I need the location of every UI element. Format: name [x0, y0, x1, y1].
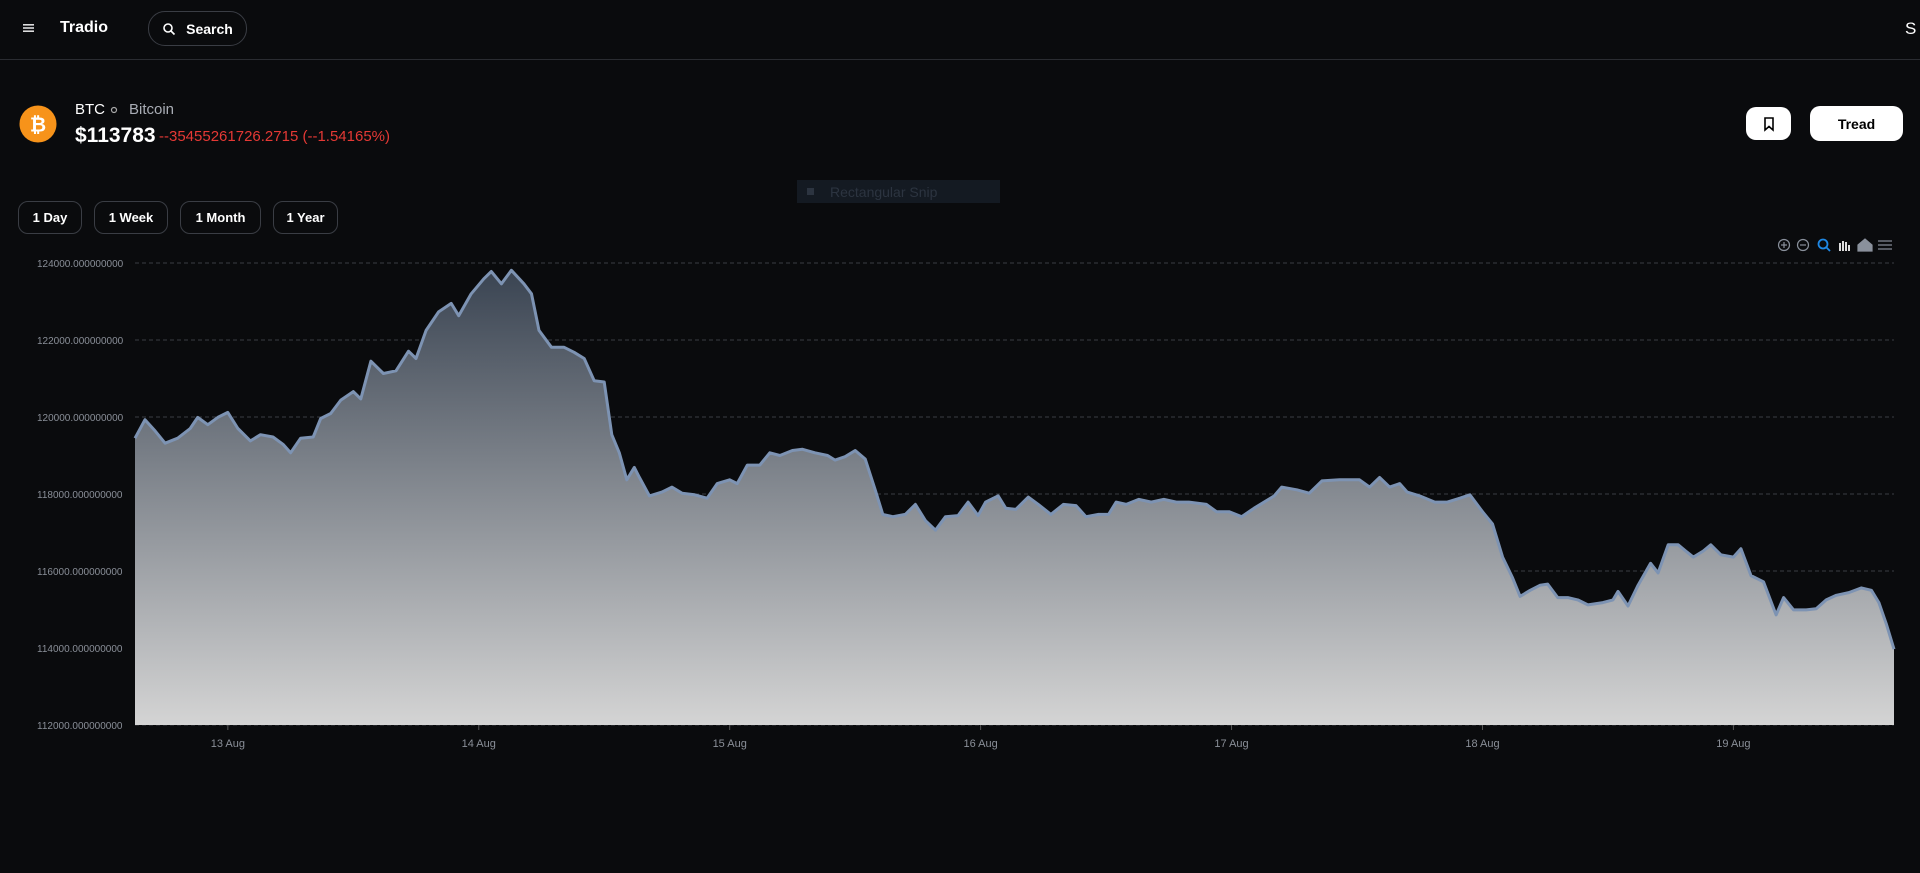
snip-icon [807, 188, 814, 195]
snip-overlay: Rectangular Snip [797, 180, 1000, 203]
search-icon [163, 22, 176, 35]
reset-tool[interactable] [1857, 238, 1873, 252]
menu-tool[interactable] [1878, 240, 1892, 250]
top-bar: Tradio Search S [0, 0, 1920, 60]
tread-button[interactable]: Tread [1810, 106, 1903, 141]
x-tick-label: 15 Aug [713, 738, 747, 750]
price-chart: 112000.000000000 114000.000000000 116000.0… [37, 259, 1896, 750]
range-button[interactable]: 1 Week [94, 201, 168, 234]
range-button[interactable]: 1 Month [180, 201, 261, 234]
x-tick-label: 17 Aug [1214, 738, 1248, 750]
x-tick-label: 19 Aug [1716, 738, 1750, 750]
y-tick-label: 114000.000000000 [37, 644, 123, 655]
separator-dot [110, 106, 118, 114]
brand[interactable]: Tradio [60, 19, 109, 36]
bookmark-icon [1763, 116, 1774, 132]
range-button[interactable]: 1 Year [273, 201, 338, 234]
y-tick-label: 124000.000000000 [37, 259, 124, 270]
chart-toolbar [1777, 238, 1892, 252]
price-change: --35455261726.2715 (--1.54165%) [159, 128, 390, 145]
zoom-out-tool[interactable] [1796, 238, 1810, 252]
y-tick-label: 120000.000000000 [37, 413, 124, 424]
y-tick-label: 116000.000000000 [37, 567, 123, 578]
y-tick-label: 118000.000000000 [37, 490, 123, 501]
y-tick-label: 122000.000000000 [37, 336, 124, 347]
x-tick-label: 18 Aug [1465, 738, 1499, 750]
search-label: Search [186, 20, 233, 37]
svg-text:₿: ₿ [30, 114, 46, 136]
y-tick-label: 112000.000000000 [37, 721, 123, 732]
snip-label: Rectangular Snip [830, 183, 938, 200]
menu-icon[interactable] [22, 22, 36, 34]
pan-tool[interactable] [1839, 241, 1850, 251]
x-tick-label: 16 Aug [963, 738, 997, 750]
bookmark-button[interactable] [1746, 107, 1791, 140]
range-button[interactable]: 1 Day [18, 201, 82, 234]
asset-symbol: BTC [75, 101, 105, 118]
asset-price: $113783 [75, 124, 156, 147]
price-area [135, 270, 1894, 725]
zoom-in-tool[interactable] [1777, 238, 1791, 252]
btc-icon: ₿ [19, 105, 57, 143]
search-button[interactable]: Search [148, 11, 247, 46]
asset-name: Bitcoin [129, 101, 175, 118]
x-tick-label: 13 Aug [211, 738, 245, 750]
price-line [133, 268, 1896, 650]
zoom-select-tool[interactable] [1817, 238, 1831, 252]
x-tick-label: 14 Aug [462, 738, 496, 750]
user-initial[interactable]: S [1905, 19, 1917, 38]
